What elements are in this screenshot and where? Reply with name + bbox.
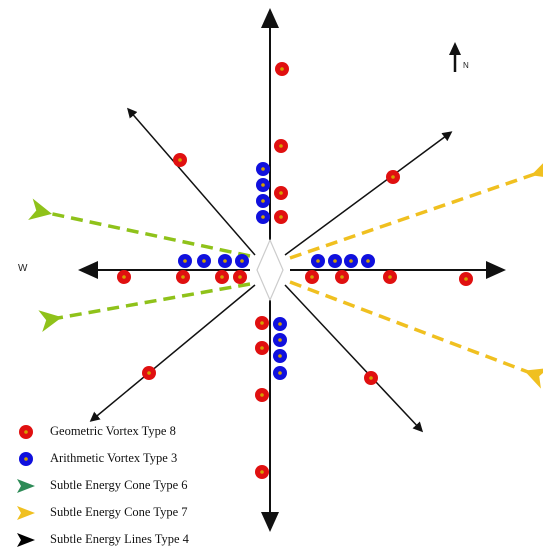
energy-line-northwest	[127, 107, 256, 256]
geometric-vortex-dot-center	[369, 376, 373, 380]
green-arrow-icon	[14, 476, 38, 496]
arithmetic-vortex-dot-center	[261, 183, 265, 187]
energy-line-southwest	[89, 284, 256, 422]
arithmetic-vortex-dot-center	[223, 259, 227, 263]
geometric-vortex-group	[117, 62, 473, 479]
arithmetic-vortex-dot-center	[261, 167, 265, 171]
geometric-vortex-dot-center	[260, 470, 264, 474]
geometric-vortex-dot-center	[147, 371, 151, 375]
arithmetic-vortex-dot-center	[183, 259, 187, 263]
geometric-vortex-dot-center	[220, 275, 224, 279]
geometric-vortex-dot-center	[260, 346, 264, 350]
arithmetic-vortex-dot-center	[278, 338, 282, 342]
arithmetic-vortex-dot-center	[261, 199, 265, 203]
geometric-vortex-dot-center	[279, 144, 283, 148]
arithmetic-vortex-dot-center	[278, 322, 282, 326]
green-cone-lower	[38, 282, 251, 332]
legend-item-geometric-vortex: Geometric Vortex Type 8	[14, 418, 314, 445]
arithmetic-vortex-dot-center	[349, 259, 353, 263]
arithmetic-vortex-dot-center	[278, 354, 282, 358]
legend-label: Subtle Energy Cone Type 7	[50, 505, 188, 519]
yellow-cone-upper	[289, 157, 543, 260]
geometric-vortex-dot-center	[279, 191, 283, 195]
geometric-vortex-dot-center	[464, 277, 468, 281]
legend-label: Subtle Energy Lines Type 4	[50, 532, 189, 546]
red-dot-icon	[14, 422, 38, 442]
energy-line-northeast	[284, 131, 453, 256]
arithmetic-vortex-dot-center	[333, 259, 337, 263]
arithmetic-vortex-dot-center	[366, 259, 370, 263]
west-label: W	[18, 263, 28, 274]
legend-label: Geometric Vortex Type 8	[50, 424, 176, 438]
north-arrow-icon	[449, 42, 461, 72]
legend-label: Arithmetic Vortex Type 3	[50, 451, 178, 465]
legend-item-cone-type6: Subtle Energy Cone Type 6	[14, 472, 314, 499]
arithmetic-vortex-dot-center	[240, 259, 244, 263]
black-arrow-icon	[14, 530, 38, 550]
center-shape	[256, 238, 284, 302]
geometric-vortex-dot-center	[279, 215, 283, 219]
arithmetic-vortex-dot-center	[261, 215, 265, 219]
geometric-vortex-dot-center	[122, 275, 126, 279]
arithmetic-vortex-dot-center	[278, 371, 282, 375]
legend: Geometric Vortex Type 8 Arithmetic Vorte…	[14, 418, 314, 553]
energy-line-southeast	[284, 284, 424, 433]
geometric-vortex-dot-center	[388, 275, 392, 279]
arithmetic-vortex-group	[178, 162, 375, 380]
blue-dot-icon	[14, 449, 38, 469]
north-label: N	[463, 61, 469, 70]
legend-item-energy-lines: Subtle Energy Lines Type 4	[14, 526, 314, 553]
geometric-vortex-dot-center	[260, 321, 264, 325]
geometric-vortex-dot-center	[181, 275, 185, 279]
geometric-vortex-dot-center	[391, 175, 395, 179]
cone-type6-group	[28, 198, 251, 332]
yellow-cone-lower	[289, 280, 543, 389]
energy-lines-group	[78, 8, 506, 532]
legend-item-arithmetic-vortex: Arithmetic Vortex Type 3	[14, 445, 314, 472]
geometric-vortex-dot-center	[340, 275, 344, 279]
geometric-vortex-dot-center	[280, 67, 284, 71]
legend-item-cone-type7: Subtle Energy Cone Type 7	[14, 499, 314, 526]
arithmetic-vortex-dot-center	[202, 259, 206, 263]
cone-type7-group	[289, 157, 543, 389]
legend-label: Subtle Energy Cone Type 6	[50, 478, 188, 492]
geometric-vortex-dot-center	[310, 275, 314, 279]
geometric-vortex-dot-center	[260, 393, 264, 397]
yellow-arrow-icon	[14, 503, 38, 523]
geometric-vortex-dot-center	[178, 158, 182, 162]
green-cone-upper	[28, 198, 251, 258]
arithmetic-vortex-dot-center	[316, 259, 320, 263]
geometric-vortex-dot-center	[238, 275, 242, 279]
